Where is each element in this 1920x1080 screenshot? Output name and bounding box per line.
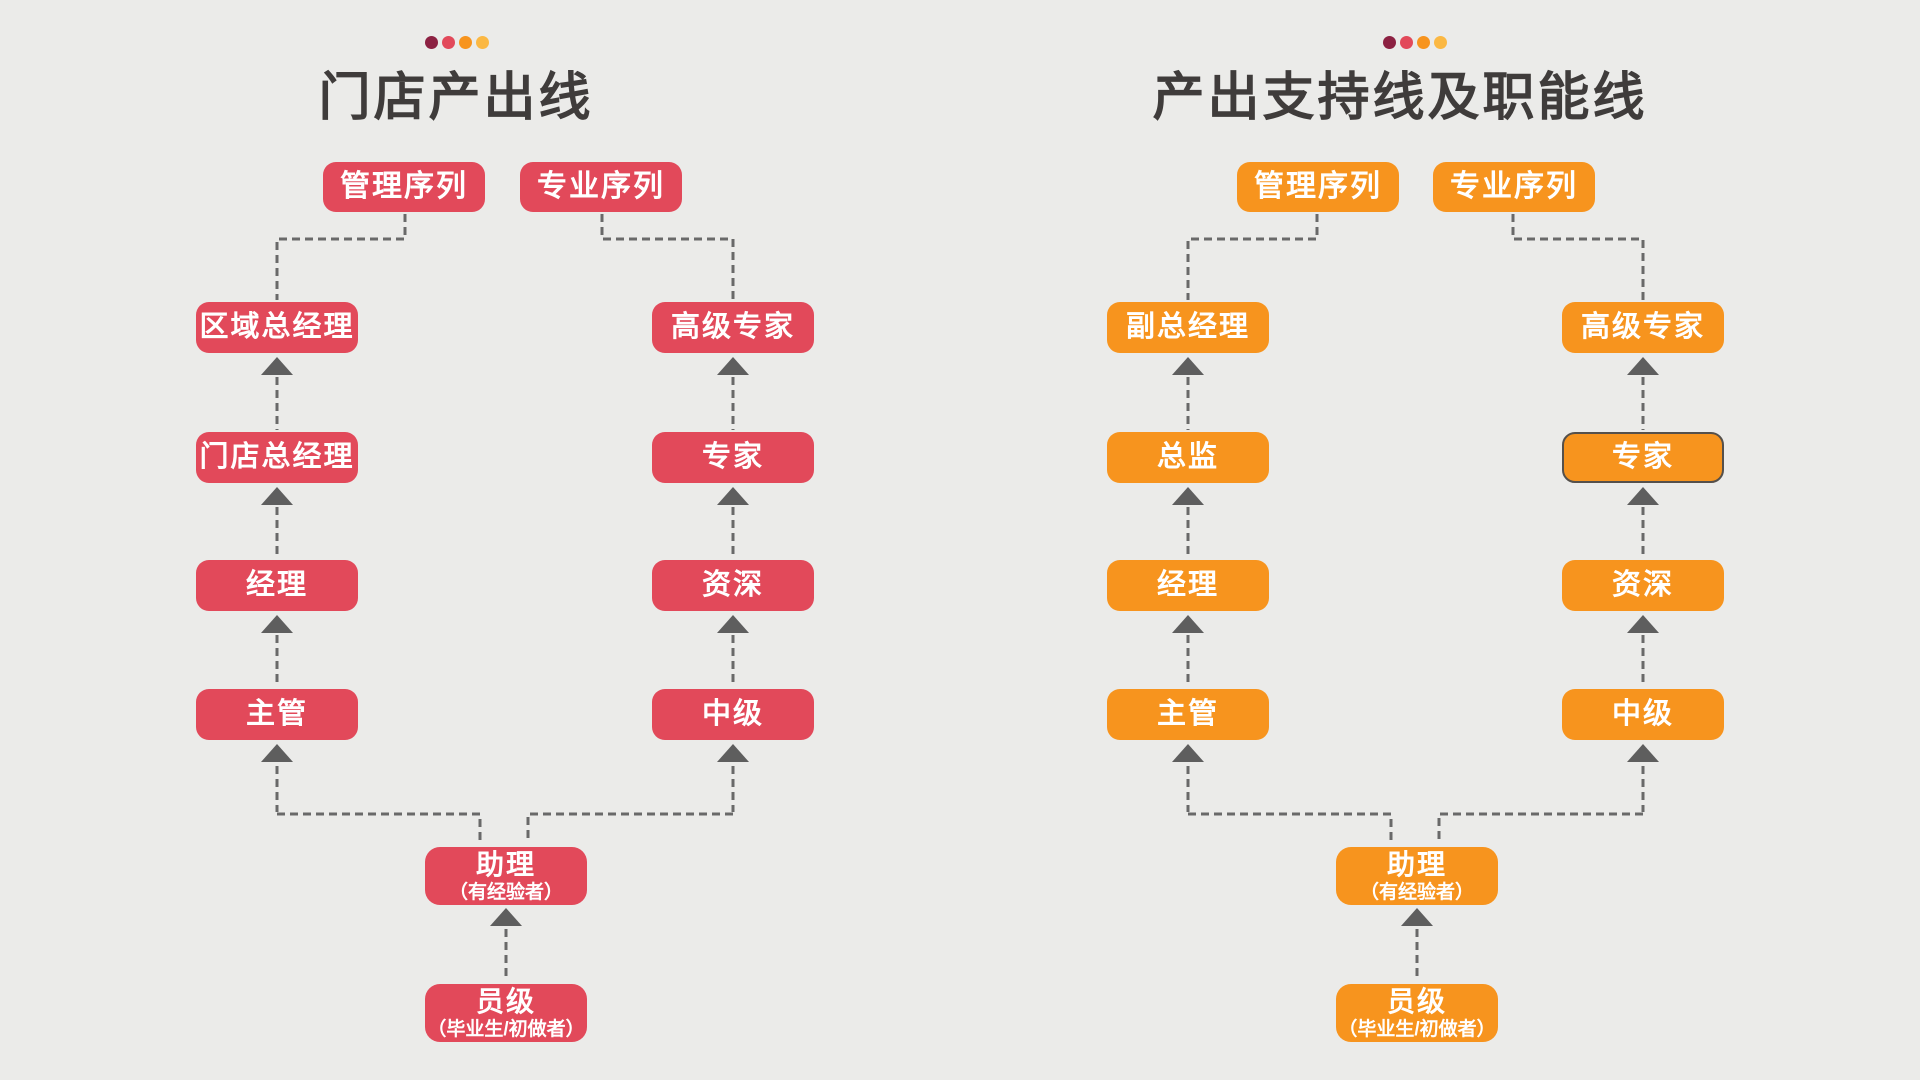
box-supervisor: 主管: [196, 689, 358, 740]
header-professional-sequence: 专业序列: [520, 162, 682, 212]
section-title-store-output: 门店产出线: [318, 69, 594, 127]
dot-darkred: [1383, 36, 1396, 49]
connector-merge: [526, 812, 733, 843]
box-assistant: 助理 （有经验者）: [425, 847, 587, 905]
section-title-support-functional: 产出支持线及职能线: [1152, 69, 1648, 127]
assistant-label: 助理: [1386, 848, 1447, 880]
connector-merge: [1188, 812, 1393, 843]
arrowheads: [261, 357, 1659, 926]
entry-note: （毕业生/初做者）: [427, 1018, 585, 1040]
box-intermediate: 中级: [652, 689, 814, 740]
entry-note: （毕业生/初做者）: [1338, 1018, 1496, 1040]
header-management-sequence: 管理序列: [1237, 162, 1399, 212]
box-senior: 资深: [652, 560, 814, 611]
dot-orange: [1417, 36, 1430, 49]
entry-label: 员级: [1386, 985, 1447, 1017]
box-expert-highlighted: 专家: [1562, 432, 1724, 483]
dot-yellow: [476, 36, 489, 49]
box-manager: 经理: [1107, 560, 1269, 611]
dot-red: [442, 36, 455, 49]
assistant-label: 助理: [475, 848, 536, 880]
box-store-general-manager: 门店总经理: [196, 432, 358, 483]
connector-elbow: [600, 214, 735, 300]
box-intermediate: 中级: [1562, 689, 1724, 740]
box-director: 总监: [1107, 432, 1269, 483]
connector-elbow: [1511, 214, 1645, 300]
accent-dots: [1383, 36, 1447, 49]
entry-label: 员级: [475, 985, 536, 1017]
header-professional-sequence: 专业序列: [1433, 162, 1595, 212]
connector-elbow: [1186, 214, 1319, 300]
box-deputy-general-manager: 副总经理: [1107, 302, 1269, 353]
connector-merge: [277, 812, 482, 843]
assistant-note: （有经验者）: [1359, 881, 1474, 903]
assistant-note: （有经验者）: [448, 881, 563, 903]
box-entry-level: 员级 （毕业生/初做者）: [425, 984, 587, 1042]
connector-merge: [1437, 812, 1643, 843]
connector-elbow: [275, 214, 407, 300]
dot-yellow: [1434, 36, 1447, 49]
box-senior-expert: 高级专家: [652, 302, 814, 353]
box-manager: 经理: [196, 560, 358, 611]
box-expert: 专家: [652, 432, 814, 483]
header-management-sequence: 管理序列: [323, 162, 485, 212]
accent-dots: [425, 36, 489, 49]
box-entry-level: 员级 （毕业生/初做者）: [1336, 984, 1498, 1042]
box-supervisor: 主管: [1107, 689, 1269, 740]
box-senior: 资深: [1562, 560, 1724, 611]
box-assistant: 助理 （有经验者）: [1336, 847, 1498, 905]
box-regional-general-manager: 区域总经理: [196, 302, 358, 353]
dot-red: [1400, 36, 1413, 49]
dot-darkred: [425, 36, 438, 49]
dot-orange: [459, 36, 472, 49]
box-senior-expert: 高级专家: [1562, 302, 1724, 353]
